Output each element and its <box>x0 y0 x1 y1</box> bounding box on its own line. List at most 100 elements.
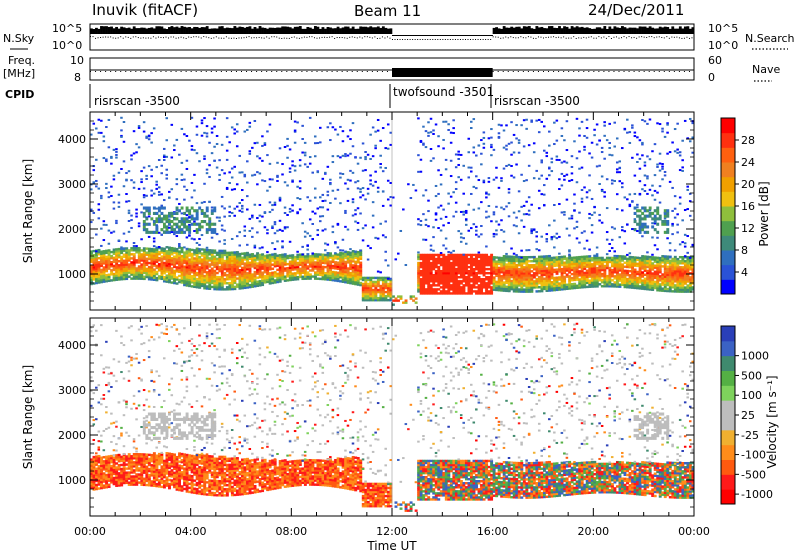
range-cell <box>351 280 355 283</box>
range-cell <box>165 258 169 261</box>
nsky-bar <box>626 28 629 34</box>
nsearch-dot <box>470 39 472 40</box>
range-cell <box>268 185 272 188</box>
nsearch-dot <box>532 37 534 39</box>
range-cell <box>203 278 207 282</box>
range-cell <box>200 122 204 125</box>
range-cell <box>278 199 282 202</box>
range-cell <box>165 252 169 255</box>
nsearch-dot <box>643 36 645 38</box>
range-cell <box>359 212 362 215</box>
range-cell <box>590 231 594 234</box>
range-cell <box>364 151 367 154</box>
nsearch-dot <box>434 39 436 40</box>
range-cell <box>185 272 189 275</box>
range-cell <box>356 259 360 262</box>
range-cell <box>424 223 428 226</box>
range-cell <box>168 250 171 253</box>
range-cell <box>102 268 106 271</box>
range-cell <box>485 267 489 271</box>
range-cell <box>233 273 237 276</box>
range-cell <box>218 159 221 162</box>
nsearch-dot <box>439 39 441 40</box>
range-cell <box>220 169 224 172</box>
range-cell <box>263 226 267 229</box>
range-cell <box>429 117 433 120</box>
range-cell <box>246 263 249 267</box>
range-cell <box>535 248 538 251</box>
range-cell <box>464 276 468 279</box>
range-cell <box>291 164 294 167</box>
nsky-bar <box>135 28 139 34</box>
range-cell <box>268 261 272 265</box>
range-cell <box>530 259 534 263</box>
range-cell <box>238 254 242 258</box>
range-cell <box>168 260 171 264</box>
range-cell <box>278 264 282 267</box>
range-cell <box>293 129 297 132</box>
range-cell <box>170 231 174 234</box>
nave-dot <box>130 71 132 72</box>
range-cell <box>311 267 315 270</box>
range-cell <box>152 250 156 253</box>
range-cell <box>243 278 247 281</box>
range-cell <box>142 271 146 274</box>
range-cell <box>157 246 161 249</box>
range-cell <box>492 232 496 235</box>
nsearch-dot <box>107 36 109 38</box>
range-cell <box>155 276 159 280</box>
nsearch-dot <box>205 36 207 38</box>
range-cell <box>379 222 382 225</box>
nsky-bar <box>105 26 108 34</box>
range-cell <box>170 156 174 159</box>
range-cell <box>281 245 284 248</box>
range-cell <box>321 271 325 275</box>
range-cell <box>215 267 219 271</box>
range-cell <box>100 260 103 264</box>
range-cell <box>487 271 491 275</box>
nsearch-dot <box>213 37 215 39</box>
range-cell <box>223 242 226 245</box>
range-cell <box>336 271 340 275</box>
range-cell <box>185 167 189 170</box>
range-cell <box>467 176 471 179</box>
range-cell <box>532 228 536 231</box>
range-cell <box>573 202 576 205</box>
range-cell <box>278 219 282 222</box>
range-cell <box>100 280 103 284</box>
range-cell <box>253 264 257 268</box>
range-cell <box>397 295 400 298</box>
range-cell <box>351 282 355 285</box>
range-cell <box>137 255 141 258</box>
range-cell <box>110 273 114 276</box>
range-cell <box>157 231 161 234</box>
range-cell <box>497 135 501 138</box>
range-cell <box>183 220 187 224</box>
range-cell <box>341 154 345 157</box>
nave-dot <box>261 71 263 72</box>
range-cell <box>467 269 471 273</box>
range-cell <box>110 185 113 188</box>
freq-label-1: Freq. <box>8 54 35 67</box>
range-cell <box>120 247 124 251</box>
range-cell <box>354 270 358 274</box>
nsky-bar <box>470 35 473 36</box>
range-cell <box>580 197 584 200</box>
range-cell <box>137 257 141 260</box>
range-cell <box>291 264 295 267</box>
range-cell <box>351 250 355 253</box>
range-cell <box>588 255 592 258</box>
range-cell <box>470 166 473 169</box>
range-cell <box>470 284 473 287</box>
range-cell <box>389 196 392 199</box>
range-cell <box>160 204 163 207</box>
range-cell <box>475 286 478 289</box>
range-cell <box>326 266 330 269</box>
range-cell <box>354 282 358 286</box>
range-cell <box>142 257 146 260</box>
range-cell <box>555 119 559 122</box>
range-cell <box>605 178 609 181</box>
nsearch-dot <box>686 36 688 38</box>
range-cell <box>195 267 199 271</box>
range-cell <box>125 259 129 262</box>
